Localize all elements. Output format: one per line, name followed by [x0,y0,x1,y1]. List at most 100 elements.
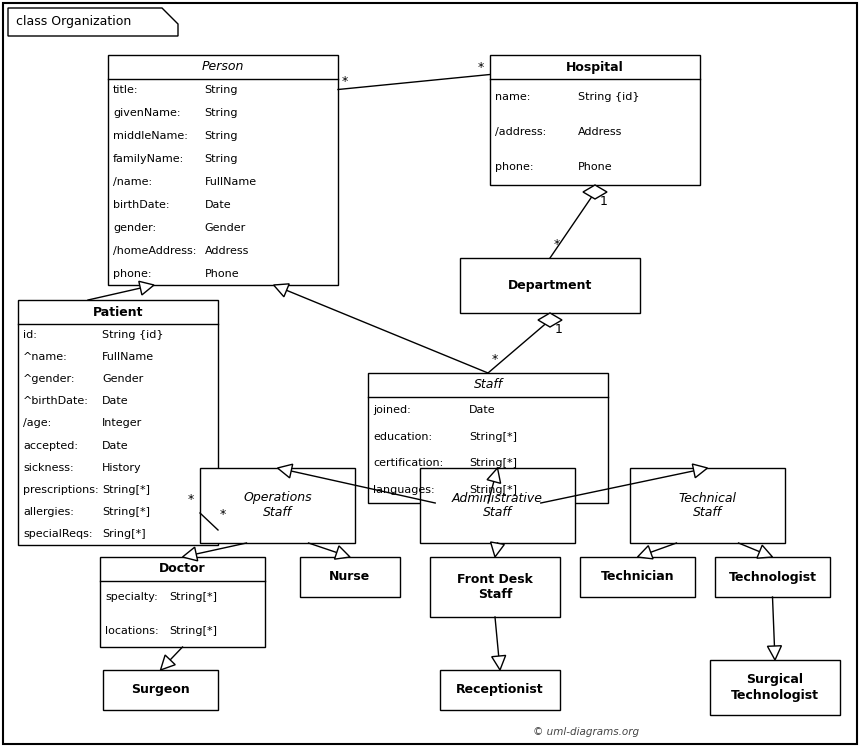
Polygon shape [335,546,350,560]
Text: Address: Address [205,246,249,255]
Text: id:: id: [23,330,37,340]
Text: Department: Department [507,279,593,292]
Text: ^name:: ^name: [23,352,68,362]
Bar [580,557,695,597]
Text: Surgeon: Surgeon [131,684,190,696]
Text: /age:: /age: [23,418,52,429]
Text: birthDate:: birthDate: [113,200,169,210]
Text: languages:: languages: [373,485,434,495]
Bar [630,468,785,543]
Text: education:: education: [373,432,432,441]
Text: *: * [478,61,484,73]
Text: String: String [205,131,238,141]
Bar [440,670,560,710]
Text: Staff: Staff [474,379,502,391]
Text: *: * [554,238,560,251]
Bar [430,557,560,617]
Text: phone:: phone: [495,162,533,173]
Polygon shape [487,468,501,483]
Text: Nurse: Nurse [329,571,371,583]
Text: String[*]: String[*] [469,432,517,441]
Text: Receptionist: Receptionist [456,684,544,696]
Text: prescriptions:: prescriptions: [23,485,99,495]
Polygon shape [490,542,504,557]
Text: specialty:: specialty: [105,592,157,603]
Bar [103,670,218,710]
Bar [200,468,355,543]
Text: FullName: FullName [205,177,257,187]
Text: Administrative
Staff: Administrative Staff [452,492,543,519]
Text: Date: Date [205,200,231,210]
Text: © uml-diagrams.org: © uml-diagrams.org [533,727,639,737]
Text: Front Desk
Staff: Front Desk Staff [457,573,533,601]
Text: /name:: /name: [113,177,152,187]
Polygon shape [492,655,506,670]
Text: joined:: joined: [373,406,411,415]
Text: certification:: certification: [373,458,443,468]
Text: title:: title: [113,85,138,96]
Text: Date: Date [102,441,129,450]
Text: Integer: Integer [102,418,142,429]
Bar [715,557,830,597]
Text: locations:: locations: [105,625,158,636]
Text: gender:: gender: [113,223,157,233]
Polygon shape [767,645,782,660]
Text: String[*]: String[*] [469,485,517,495]
Text: Gender: Gender [205,223,246,233]
Bar [108,55,338,285]
Text: String[*]: String[*] [102,507,150,517]
Text: String[*]: String[*] [469,458,517,468]
Text: accepted:: accepted: [23,441,78,450]
Text: Technician: Technician [600,571,674,583]
Bar [18,300,218,545]
Text: sickness:: sickness: [23,462,74,473]
Text: Phone: Phone [205,269,239,279]
Text: Surgical
Technologist: Surgical Technologist [731,674,819,701]
Bar [420,468,575,543]
Text: /address:: /address: [495,127,546,137]
Text: Technologist: Technologist [728,571,816,583]
Polygon shape [637,545,653,559]
Polygon shape [757,545,772,558]
Bar [710,660,840,715]
Bar [300,557,400,597]
Text: middleName:: middleName: [113,131,187,141]
Text: String[*]: String[*] [169,625,218,636]
Polygon shape [538,313,562,327]
Text: ^birthDate:: ^birthDate: [23,397,89,406]
Text: *: * [188,493,194,506]
Text: familyName:: familyName: [113,154,184,164]
Text: History: History [102,462,142,473]
Text: /homeAddress:: /homeAddress: [113,246,196,255]
Text: String: String [205,154,238,164]
Text: Date: Date [469,406,495,415]
Text: String: String [205,108,238,118]
Text: ^gender:: ^gender: [23,374,76,384]
Polygon shape [161,655,175,670]
Text: Person: Person [202,61,244,73]
Text: Sring[*]: Sring[*] [102,529,145,539]
Text: Address: Address [578,127,623,137]
Text: Patient: Patient [93,306,144,318]
Polygon shape [273,284,289,297]
Text: *: * [492,353,498,366]
Bar [460,258,640,313]
Text: Phone: Phone [578,162,613,173]
Bar [100,557,265,647]
Text: *: * [342,75,348,88]
Text: 1: 1 [555,323,563,336]
Text: String: String [205,85,238,96]
Polygon shape [278,464,292,478]
Bar [368,373,608,503]
Text: String[*]: String[*] [169,592,218,603]
Text: class Organization: class Organization [16,16,132,28]
Text: specialReqs:: specialReqs: [23,529,93,539]
Polygon shape [182,547,198,561]
Polygon shape [138,282,154,295]
Text: FullName: FullName [102,352,154,362]
Text: 1: 1 [600,195,608,208]
Text: allergies:: allergies: [23,507,74,517]
Text: givenName:: givenName: [113,108,181,118]
Text: String {id}: String {id} [102,330,163,340]
Polygon shape [583,185,607,199]
